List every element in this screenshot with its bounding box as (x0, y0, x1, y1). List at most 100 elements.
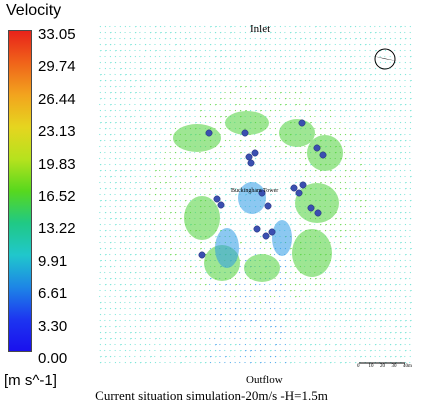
building-marker (314, 209, 322, 217)
vector-arrow (159, 32, 162, 34)
vector-arrow (114, 50, 117, 52)
vector-arrow (324, 115, 327, 118)
vector-arrow (204, 85, 207, 88)
vector-arrow (189, 175, 192, 178)
vector-arrow (224, 175, 227, 178)
vector-arrow (274, 127, 276, 130)
vector-arrow (99, 49, 102, 52)
vector-arrow (339, 193, 342, 196)
vector-arrow (389, 217, 392, 220)
vector-arrow (134, 55, 136, 58)
vector-arrow (374, 163, 377, 166)
vector-arrow (169, 187, 172, 190)
vector-arrow (304, 103, 307, 106)
vector-arrow (164, 283, 167, 286)
vector-arrow (164, 175, 167, 178)
vector-arrow (409, 175, 412, 178)
vector-arrow (409, 85, 411, 88)
vector-arrow (389, 301, 392, 304)
vector-arrow (364, 265, 367, 268)
vector-arrow (174, 73, 177, 76)
vector-arrow (354, 361, 357, 364)
vector-arrow (409, 109, 412, 112)
vector-arrow (364, 289, 367, 292)
vector-arrow (374, 50, 377, 52)
vector-arrow (99, 361, 102, 364)
vector-arrow (154, 301, 157, 304)
vector-arrow (394, 133, 397, 136)
vector-arrow (369, 139, 372, 142)
vector-arrow (249, 331, 252, 334)
vector-arrow (179, 49, 182, 52)
vector-arrow (184, 235, 186, 238)
vector-arrow (114, 205, 117, 208)
vector-arrow (284, 169, 286, 172)
vector-arrow (209, 355, 212, 358)
vector-arrow (169, 157, 172, 160)
vector-arrow (369, 25, 371, 28)
vector-arrow (334, 55, 336, 58)
vector-arrow (239, 158, 242, 160)
vector-arrow (114, 61, 117, 64)
vector-arrow (394, 301, 397, 304)
vector-arrow (389, 91, 391, 94)
vector-arrow (139, 103, 142, 106)
vector-arrow (409, 283, 412, 286)
vector-arrow (119, 170, 122, 172)
vector-arrow (309, 283, 312, 286)
vector-arrow (189, 55, 192, 58)
vector-arrow (409, 313, 412, 316)
vector-arrow (169, 248, 172, 250)
vector-arrow (364, 217, 367, 220)
vector-arrow (314, 295, 317, 298)
vector-arrow (194, 343, 197, 346)
vector-arrow (379, 133, 382, 136)
vector-arrow (139, 259, 142, 262)
vector-arrow (154, 67, 157, 70)
vector-arrow (239, 242, 242, 244)
vector-arrow (194, 121, 197, 124)
vector-arrow (139, 199, 141, 202)
vector-arrow (399, 121, 402, 124)
vector-arrow (409, 253, 412, 256)
vector-arrow (379, 301, 381, 304)
vector-arrow (219, 73, 221, 76)
legend-tick: 13.22 (38, 220, 76, 238)
vector-arrow (139, 361, 142, 364)
vector-arrow (199, 242, 202, 244)
vector-arrow (354, 175, 357, 178)
vector-arrow (154, 133, 157, 136)
vector-arrow (139, 211, 142, 214)
vector-arrow (99, 139, 102, 142)
vector-arrow (174, 319, 177, 322)
vector-arrow (129, 79, 132, 82)
vector-arrow (159, 229, 162, 232)
vector-arrow (169, 260, 172, 262)
vector-arrow (329, 109, 332, 112)
vector-arrow (354, 247, 357, 250)
vector-arrow (209, 181, 211, 184)
vector-arrow (159, 128, 162, 130)
vector-arrow (99, 200, 102, 202)
vector-arrow (299, 301, 302, 304)
vector-arrow (409, 43, 412, 46)
vector-arrow (409, 91, 412, 94)
vector-arrow (384, 211, 387, 214)
vector-arrow (369, 313, 372, 316)
vector-arrow (244, 61, 246, 64)
vector-arrow (154, 188, 157, 190)
vector-arrow (129, 338, 132, 340)
vector-arrow (159, 43, 162, 46)
vector-arrow (404, 320, 407, 322)
vector-arrow (359, 109, 361, 112)
vector-arrow (224, 325, 227, 328)
vector-arrow (344, 236, 347, 238)
vector-arrow (309, 355, 312, 358)
vector-arrow (389, 85, 392, 88)
vector-arrow (409, 289, 412, 292)
vector-arrow (344, 337, 347, 340)
vector-arrow (229, 55, 232, 58)
vector-arrow (289, 217, 292, 220)
vector-arrow (174, 230, 177, 232)
vector-arrow (409, 271, 412, 274)
